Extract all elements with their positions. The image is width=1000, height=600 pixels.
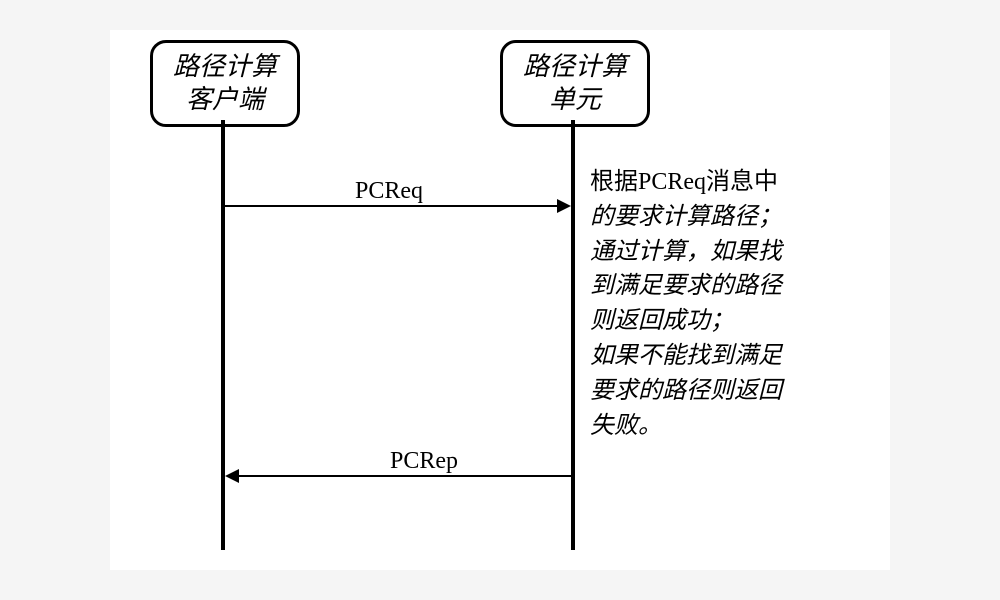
note-line-7: 失败。 bbox=[590, 409, 880, 444]
note-line-0: 根据PCReq消息中 bbox=[590, 165, 880, 200]
arrow-pcreq bbox=[225, 205, 561, 207]
sequence-diagram: 路径计算 客户端 路径计算 单元 PCReq PCRep 根据PCReq消息中 … bbox=[110, 30, 890, 570]
note-pcreq-inline: 根据PCReq消息中 bbox=[590, 169, 778, 195]
lifeline-left bbox=[221, 120, 225, 550]
actor-client-label-2: 客户端 bbox=[167, 84, 283, 117]
arrow-pcrep-head bbox=[225, 469, 239, 483]
note-block: 根据PCReq消息中 的要求计算路径； 通过计算，如果找 到满足要求的路径 则返… bbox=[590, 165, 880, 443]
arrow-pcreq-head bbox=[557, 199, 571, 213]
note-line-5: 如果不能找到满足 bbox=[590, 339, 880, 374]
actor-unit-label-2: 单元 bbox=[517, 84, 633, 117]
note-line-4: 则返回成功； bbox=[590, 304, 880, 339]
actor-client: 路径计算 客户端 bbox=[150, 40, 300, 127]
actor-unit: 路径计算 单元 bbox=[500, 40, 650, 127]
note-line-3: 到满足要求的路径 bbox=[590, 269, 880, 304]
note-line-6: 要求的路径则返回 bbox=[590, 374, 880, 409]
note-line-1: 的要求计算路径； bbox=[590, 200, 880, 235]
actor-client-label-1: 路径计算 bbox=[167, 51, 283, 84]
actor-unit-label-1: 路径计算 bbox=[517, 51, 633, 84]
lifeline-right bbox=[571, 120, 575, 550]
label-pcreq: PCReq bbox=[355, 178, 423, 205]
label-pcrep: PCRep bbox=[390, 448, 458, 475]
note-line-2: 通过计算，如果找 bbox=[590, 235, 880, 270]
arrow-pcrep bbox=[239, 475, 571, 477]
